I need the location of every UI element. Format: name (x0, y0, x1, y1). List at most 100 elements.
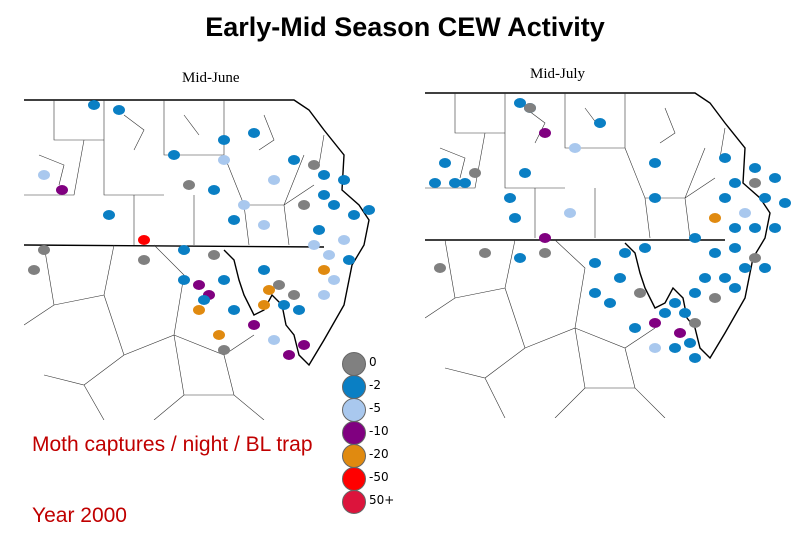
trap-dot (318, 170, 330, 180)
legend-label: -10 (369, 424, 389, 438)
trap-dot (343, 255, 355, 265)
trap-dot (268, 335, 280, 345)
trap-dot (338, 175, 350, 185)
trap-dot (629, 323, 641, 333)
trap-dot (248, 128, 260, 138)
legend-label: 50+ (369, 493, 395, 507)
trap-dot (539, 128, 551, 138)
trap-dot (569, 143, 581, 153)
trap-dot (619, 248, 631, 258)
trap-dot (288, 290, 300, 300)
trap-dot (699, 273, 711, 283)
trap-dot (514, 253, 526, 263)
trap-dot (218, 275, 230, 285)
map-label-mid-july: Mid-July (530, 66, 586, 82)
legend-item-50-plus: 50+ (338, 490, 418, 514)
trap-dot (729, 178, 741, 188)
trap-dot (258, 220, 270, 230)
trap-dot (103, 210, 115, 220)
trap-dot (313, 225, 325, 235)
trap-dot (328, 200, 340, 210)
legend-item-10: -10 (338, 421, 418, 445)
legend-item-50: -50 (338, 467, 418, 491)
trap-dot (208, 185, 220, 195)
trap-dot (669, 298, 681, 308)
trap-dot (669, 343, 681, 353)
trap-dot (429, 178, 441, 188)
legend-swatch (342, 352, 366, 376)
trap-dot (113, 105, 125, 115)
trap-dot (769, 223, 781, 233)
trap-dot (168, 150, 180, 160)
trap-dot (56, 185, 68, 195)
trap-dot (659, 308, 671, 318)
county-lines (24, 100, 325, 420)
trap-dot (769, 173, 781, 183)
map-mid-june (24, 99, 375, 420)
legend-item-0: 0 (338, 352, 418, 376)
trap-dot (38, 245, 50, 255)
trap-dot (539, 233, 551, 243)
trap-dot (589, 258, 601, 268)
trap-dot (338, 235, 350, 245)
trap-dot (649, 193, 661, 203)
trap-dot (589, 288, 601, 298)
trap-dot (514, 98, 526, 108)
trap-dot (228, 215, 240, 225)
trap-dot (434, 263, 446, 273)
trap-dot (238, 200, 250, 210)
legend-label: -50 (369, 470, 389, 484)
trap-dots-mid-june (28, 100, 375, 360)
trap-dot (649, 318, 661, 328)
trap-dot (459, 178, 471, 188)
trap-dot (779, 198, 791, 208)
trap-dot (739, 208, 751, 218)
legend: 0 -2 -5 -10 -20 -50 50+ (338, 352, 418, 522)
county-lines (425, 93, 726, 418)
trap-dot (679, 308, 691, 318)
trap-dot (439, 158, 451, 168)
trap-dot (674, 328, 686, 338)
trap-dot (504, 193, 516, 203)
trap-dot (684, 338, 696, 348)
year-label: Year 2000 (32, 504, 127, 527)
legend-swatch (342, 467, 366, 491)
legend-caption: Moth captures / night / BL trap (32, 433, 313, 456)
legend-label: 0 (369, 355, 377, 369)
trap-dot (298, 340, 310, 350)
trap-dot (689, 288, 701, 298)
trap-dot (308, 160, 320, 170)
trap-dots-mid-july (429, 98, 791, 363)
trap-dot (293, 305, 305, 315)
legend-item-20: -20 (338, 444, 418, 468)
trap-dot (228, 305, 240, 315)
trap-dot (28, 265, 40, 275)
trap-dot (183, 180, 195, 190)
legend-item-2: -2 (338, 375, 418, 399)
trap-dot (268, 175, 280, 185)
legend-swatch (342, 444, 366, 468)
trap-dot (689, 318, 701, 328)
trap-dot (749, 223, 761, 233)
trap-dot (283, 350, 295, 360)
trap-dot (318, 190, 330, 200)
legend-swatch (342, 398, 366, 422)
trap-dot (709, 248, 721, 258)
map-outline (24, 99, 370, 367)
trap-dot (258, 300, 270, 310)
trap-dot (198, 295, 210, 305)
trap-dot (318, 290, 330, 300)
trap-dot (138, 255, 150, 265)
trap-dot (218, 345, 230, 355)
trap-dot (258, 265, 270, 275)
trap-dot (449, 178, 461, 188)
trap-dot (759, 263, 771, 273)
trap-dot (363, 205, 375, 215)
trap-dot (689, 233, 701, 243)
trap-dot (298, 200, 310, 210)
trap-dot (38, 170, 50, 180)
trap-dot (509, 213, 521, 223)
trap-dot (178, 245, 190, 255)
trap-dot (649, 158, 661, 168)
trap-dot (308, 240, 320, 250)
